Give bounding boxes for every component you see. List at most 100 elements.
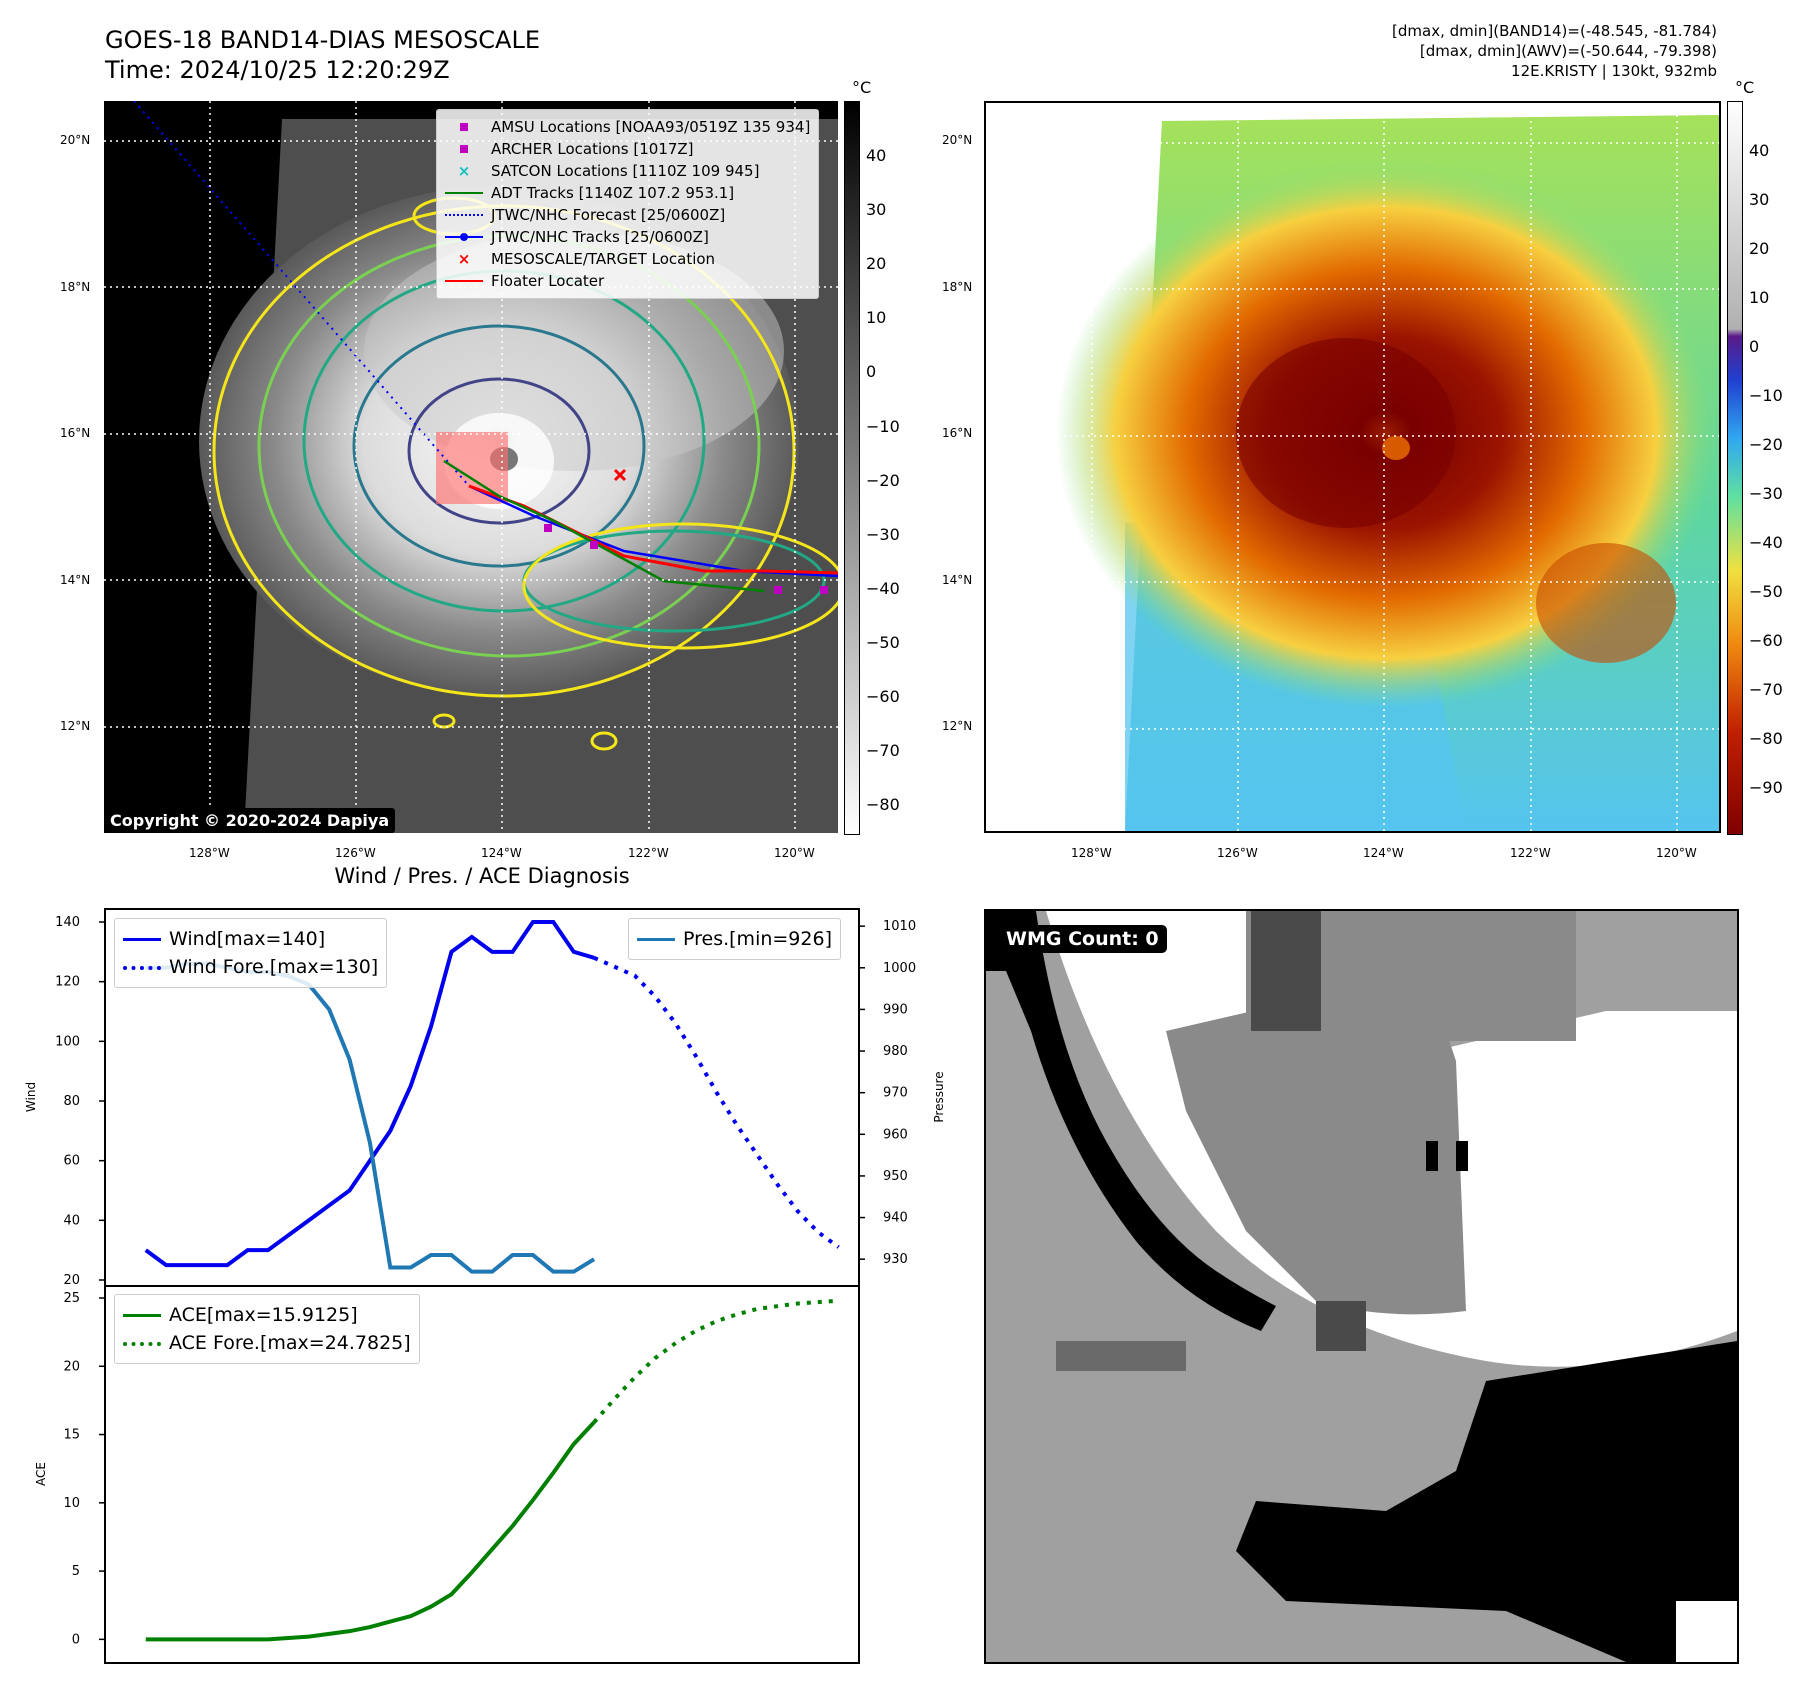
colorbar-tick: 30 (866, 200, 887, 219)
wmg-panel: WMG Count: 0 (984, 909, 1739, 1664)
diagnosis-title: Wind / Pres. / ACE Diagnosis (334, 864, 630, 888)
awv-lon-tick: 122°W (1510, 846, 1551, 860)
series-line-0 (145, 1420, 596, 1642)
pressure-tick-label: 960 (883, 1127, 908, 1142)
pressure-tick-label: 980 (883, 1044, 908, 1059)
awv-colorbar-ticks: 40 30 20 10 0 −10 −20 −30 −40 −50 −60 −7… (1749, 101, 1795, 833)
dotted-line-icon (123, 960, 161, 974)
ace-tick-label: 25 (63, 1291, 80, 1306)
ace-axis-label: ACE (34, 1462, 48, 1486)
ir-lat-tick: 14°N (60, 573, 91, 587)
legend-label: JTWC/NHC Tracks [25/0600Z] (491, 228, 709, 246)
legend-item-satcon: × SATCON Locations [1110Z 109 945] (445, 160, 810, 182)
ir-lat-tick: 16°N (60, 426, 91, 440)
legend-item-amsu: AMSU Locations [NOAA93/0519Z 135 934] (445, 116, 810, 138)
line-marker-icon (445, 274, 483, 288)
colorbar-tick: 20 (866, 254, 887, 273)
pressure-tick-label: 930 (883, 1252, 908, 1267)
legend-label: Wind Fore.[max=130] (169, 956, 379, 978)
series-line-0 (144, 920, 595, 1268)
ir-lon-tick: 128°W (189, 846, 230, 860)
x-marker-icon: × (457, 162, 471, 180)
awv-lat-tick: 14°N (942, 573, 973, 587)
awv-colorbar-unit: °C (1735, 78, 1755, 97)
colorbar-tick: 10 (866, 308, 887, 327)
awv-colorbar (1727, 101, 1743, 835)
wind-tick-label: 140 (55, 915, 80, 930)
chart-title: GOES-18 BAND14-DIAS MESOSCALE (105, 26, 541, 54)
colorbar-tick: −70 (866, 741, 900, 760)
legend-item-target: × MESOSCALE/TARGET Location (445, 248, 810, 270)
wind-legend: Wind[max=140] Wind Fore.[max=130] (114, 918, 388, 988)
legend-label: Pres.[min=926] (683, 928, 832, 950)
colorbar-tick: −60 (1749, 631, 1783, 650)
colorbar-tick: 0 (866, 362, 877, 381)
wind-tick-label: 40 (63, 1213, 80, 1228)
legend-item-wind-forecast: Wind Fore.[max=130] (123, 953, 378, 981)
ace-tick-label: 20 (63, 1359, 80, 1374)
awv-lat-tick: 12°N (942, 719, 973, 733)
legend-label: Wind[max=140] (169, 928, 326, 950)
legend-label: JTWC/NHC Forecast [25/0600Z] (491, 206, 726, 224)
awv-lat-tick: 18°N (942, 280, 973, 294)
colorbar-tick: −80 (1749, 729, 1783, 748)
awv-lat-tick: 16°N (942, 426, 973, 440)
pressure-tick-label: 1000 (883, 961, 916, 976)
pressure-tick-label: 990 (883, 1002, 908, 1017)
colorbar-tick: 30 (1749, 190, 1770, 209)
colorbar-tick: −20 (1749, 435, 1783, 454)
ir-lon-tick: 122°W (628, 846, 669, 860)
wmg-image (986, 911, 1737, 1662)
awv-lat-tick: 20°N (942, 133, 973, 147)
legend-label: AMSU Locations [NOAA93/0519Z 135 934] (491, 118, 811, 136)
awv-lon-tick: 124°W (1363, 846, 1404, 860)
line-marker-icon (445, 186, 483, 200)
line-dot-icon (445, 230, 483, 244)
colorbar-tick: −80 (866, 795, 900, 814)
stats-line-1: [dmax, dmin](BAND14)=(-48.545, -81.784) (1392, 22, 1717, 40)
colorbar-tick: 0 (1749, 337, 1760, 356)
awv-lon-tick: 120°W (1656, 846, 1697, 860)
chart-time: Time: 2024/10/25 12:20:29Z (105, 56, 450, 84)
legend-item-pressure: Pres.[min=926] (637, 925, 832, 953)
wind-tick-label: 80 (63, 1094, 80, 1109)
legend-label: Floater Locater (491, 272, 605, 290)
dotted-line-icon (123, 1336, 161, 1350)
legend-item-ace: ACE[max=15.9125] (123, 1301, 411, 1329)
colorbar-tick: −40 (866, 579, 900, 598)
x-marker-icon: × (457, 250, 471, 268)
ir-lat-tick: 12°N (60, 719, 91, 733)
wmg-count-label: WMG Count: 0 (998, 925, 1167, 953)
stats-line-3: 12E.KRISTY | 130kt, 932mb (1511, 62, 1717, 80)
awv-lon-tick: 126°W (1217, 846, 1258, 860)
pressure-tick-label: 940 (883, 1211, 908, 1226)
copyright-label: Copyright © 2020-2024 Dapiya (104, 808, 396, 833)
ace-tick-label: 10 (63, 1496, 80, 1511)
ir-colorbar-ticks: 40 30 20 10 0 −10 −20 −30 −40 −50 −60 −7… (866, 101, 916, 833)
colorbar-tick: −50 (1749, 582, 1783, 601)
pressure-legend: Pres.[min=926] (628, 918, 841, 960)
legend-label: MESOSCALE/TARGET Location (491, 250, 716, 268)
pressure-tick-label: 1010 (883, 919, 916, 934)
stats-line-2: [dmax, dmin](AWV)=(-50.644, -79.398) (1419, 42, 1717, 60)
legend-label: ACE[max=15.9125] (169, 1304, 358, 1326)
colorbar-tick: 20 (1749, 239, 1770, 258)
colorbar-tick: −70 (1749, 680, 1783, 699)
wind-tick-label: 120 (55, 975, 80, 990)
legend-item-tracks: JTWC/NHC Tracks [25/0600Z] (445, 226, 810, 248)
ir-lat-tick: 20°N (60, 133, 91, 147)
colorbar-tick: 10 (1749, 288, 1770, 307)
legend-item-forecast: JTWC/NHC Forecast [25/0600Z] (445, 204, 810, 226)
ir-lat-tick: 18°N (60, 280, 91, 294)
ace-tick-label: 5 (72, 1564, 80, 1579)
legend-item-ace-forecast: ACE Fore.[max=24.7825] (123, 1329, 411, 1357)
awv-map-panel (984, 101, 1721, 833)
legend-item-adt: ADT Tracks [1140Z 107.2 953.1] (445, 182, 810, 204)
wind-tick-label: 60 (63, 1154, 80, 1169)
colorbar-tick: −10 (866, 417, 900, 436)
colorbar-tick: −10 (1749, 386, 1783, 405)
pressure-tick-label: 950 (883, 1169, 908, 1184)
pressure-tick-label: 970 (883, 1086, 908, 1101)
legend-label: ADT Tracks [1140Z 107.2 953.1] (491, 184, 735, 202)
